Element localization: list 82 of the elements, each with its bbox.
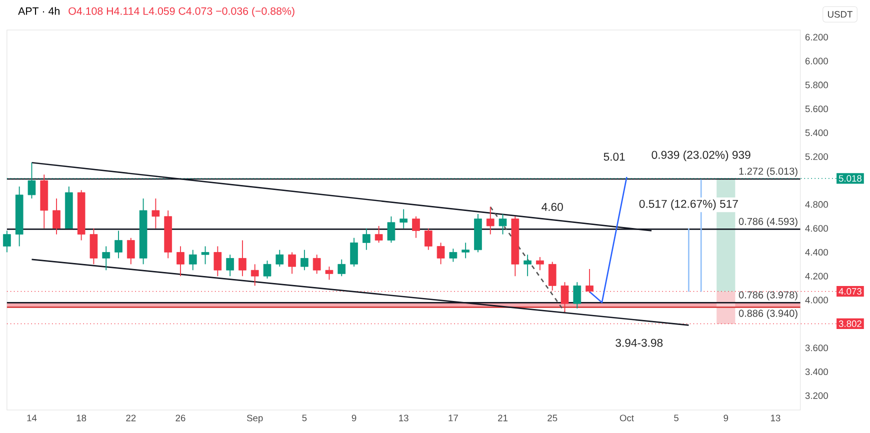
candlestick (412, 216, 420, 238)
x-tick-label: 17 (448, 414, 458, 422)
y-tick-label: 3.600 (805, 344, 828, 352)
candlestick (276, 249, 284, 268)
y-tick-label: 6.000 (805, 58, 828, 64)
x-tick-label: Sep (246, 414, 263, 424)
y-axis-title: USDT (828, 11, 852, 18)
y-tick-label: 4.200 (805, 272, 828, 280)
candlestick (52, 198, 60, 235)
candlestick (90, 228, 98, 265)
x-tick-label: 26 (176, 414, 186, 422)
x-tick-label: 13 (771, 414, 780, 422)
candlestick (524, 254, 532, 277)
candlestick (288, 252, 296, 274)
annotation: 3.94-3.98 (616, 338, 663, 347)
ref-line-label: 0.886 (3.940) (738, 310, 798, 319)
candlestick (350, 237, 358, 268)
x-tick-label: 9 (352, 414, 356, 422)
y-tick-label: 4.400 (805, 248, 828, 256)
candlestick (238, 240, 246, 277)
candlestick (498, 214, 507, 235)
y-tick-label: 4.600 (805, 225, 828, 232)
candlestick (3, 230, 11, 253)
candlestick (462, 242, 470, 259)
y-tick-label: 3.200 (805, 392, 828, 399)
x-tick-label: 5 (674, 414, 679, 422)
candlestick (152, 198, 160, 229)
annotation: 5.01 (604, 152, 625, 161)
y-tick-label: 5.200 (805, 153, 828, 160)
ref-line-label: 0.786 (4.593) (738, 218, 798, 227)
candlestick (114, 230, 122, 259)
candlestick (338, 258, 346, 277)
annotation: 0.517 (12.67%) 517 (639, 200, 738, 210)
y-tick-label: 5.400 (805, 129, 828, 136)
y-tick-label: 5.800 (805, 82, 828, 88)
candlestick (250, 264, 259, 286)
candlestick (126, 237, 135, 265)
candlestick (362, 228, 370, 250)
candlestick (374, 226, 383, 244)
candlestick (586, 268, 594, 294)
x-tick-label: 5 (302, 414, 307, 422)
ref-line-label: 5.018 (838, 175, 862, 182)
candlestick (312, 254, 321, 274)
candlestick (573, 282, 582, 309)
chart-title: APT · 4h (18, 7, 60, 15)
y-tick-label: 3.400 (805, 368, 828, 376)
x-tick-label: 25 (548, 414, 558, 422)
candlestick (102, 246, 110, 271)
y-tick-label: 5.600 (805, 106, 828, 112)
candlestick (176, 246, 184, 277)
ref-line-label: 3.802 (838, 320, 862, 328)
candlestick (263, 260, 272, 280)
ref-line-label: 1.272 (5.013) (739, 167, 798, 177)
x-tick-label: 13 (399, 414, 408, 422)
candlestick (226, 254, 234, 277)
candlestick (486, 206, 494, 235)
x-tick-label: 9 (724, 414, 728, 422)
y-tick-label: 4.000 (805, 296, 828, 304)
annotation: 0.939 (23.02%) 939 (652, 150, 750, 162)
candlestick (300, 249, 308, 271)
ref-line-label: 4.073 (838, 288, 862, 295)
x-tick-label: 22 (126, 414, 136, 422)
candlestick (449, 248, 458, 262)
candlestick (548, 261, 556, 291)
candlestick (536, 256, 544, 271)
chart-subtitle: O4.108 H4.114 L4.059 C4.073 −0.036 (−0.88%) (68, 7, 294, 17)
candlestick (188, 249, 197, 271)
annotation: 4.60 (542, 202, 563, 211)
candlestick (214, 246, 222, 277)
candlestick (400, 208, 408, 229)
candlestick (424, 228, 432, 250)
y-tick-label: 4.800 (805, 201, 828, 208)
y-tick-label: 6.200 (805, 34, 828, 40)
ref-line-label: 0.786 (3.978) (738, 291, 798, 300)
candlestick (325, 266, 334, 280)
x-tick-label: 21 (498, 414, 508, 422)
candlestick (201, 246, 210, 265)
candlestick (387, 216, 396, 244)
x-tick-label: Oct (620, 414, 634, 422)
candlestick (436, 242, 445, 265)
x-tick-label: 18 (76, 414, 86, 422)
x-tick-label: 14 (27, 414, 37, 422)
